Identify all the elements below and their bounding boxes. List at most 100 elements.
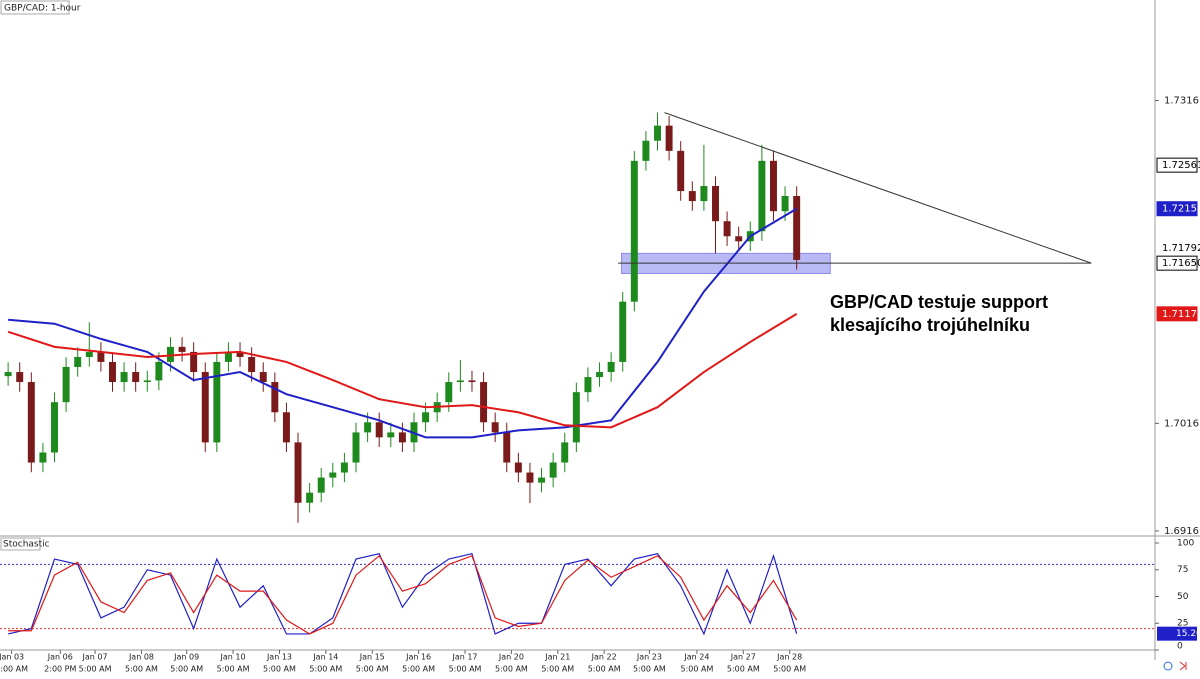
- indicator-box: [0, 537, 41, 551]
- x-tick-label: Jan 21: [544, 653, 570, 662]
- x-tick-label: Jan 20: [498, 653, 524, 662]
- x-tick-time: 5:00 AM: [495, 665, 528, 674]
- candle-body: [642, 140, 650, 161]
- candle-body: [561, 442, 569, 463]
- candle-body: [375, 422, 383, 438]
- price-badge: [1156, 157, 1198, 173]
- candle-body: [74, 356, 82, 367]
- candle-body: [630, 160, 638, 302]
- price-badge-label: 1.71179: [1162, 309, 1200, 320]
- stochastic-line: [7, 552, 798, 636]
- candle-body: [572, 392, 580, 443]
- candle-body: [514, 462, 522, 473]
- candle-body: [62, 366, 70, 403]
- candle-body: [793, 196, 801, 260]
- x-tick-time: 5:00 AM: [125, 665, 158, 674]
- x-tick-label: Jan 22: [591, 653, 617, 662]
- candle-body: [155, 361, 163, 381]
- x-tick-label: Jan 03: [0, 653, 24, 662]
- candle-body: [526, 472, 534, 483]
- x-tick-label: Jan 07: [82, 653, 108, 662]
- x-tick-label: Jan 10: [220, 653, 246, 662]
- price-badge-label: 1.71650: [1162, 258, 1200, 269]
- candle-body: [306, 492, 314, 503]
- candle-body: [97, 351, 105, 362]
- price-badge: [1156, 240, 1198, 256]
- candle-body: [538, 477, 546, 483]
- candle-body: [607, 361, 615, 373]
- candle-body: [109, 361, 116, 383]
- x-tick-time: 5:00 AM: [309, 665, 342, 674]
- candle-body: [364, 422, 372, 433]
- price-badge-label: 1.72156: [1162, 204, 1200, 215]
- candle-body: [224, 351, 232, 362]
- annotation-text: klesajícího trojúhelníku: [830, 315, 1030, 335]
- candle-body: [422, 412, 430, 423]
- candle-body: [259, 372, 267, 383]
- moving-average: [8, 207, 798, 439]
- x-tick-time: 5:00 AM: [402, 665, 435, 674]
- toolbar-icons[interactable]: [1163, 661, 1187, 671]
- candle-body: [178, 346, 186, 352]
- candle-body: [770, 160, 777, 212]
- candle-body: [781, 196, 789, 212]
- x-tick-time: 5:00 AM: [588, 665, 621, 674]
- candle-body: [584, 377, 592, 393]
- x-tick-time: 2:00 PM: [44, 665, 76, 674]
- candle-body: [468, 380, 476, 383]
- annotation-text: GBP/CAD testuje support: [830, 292, 1048, 312]
- price-badge: [1156, 306, 1198, 322]
- y-tick-label: 50: [1177, 592, 1189, 602]
- title-box: [0, 0, 70, 15]
- candle-body: [619, 301, 627, 362]
- candle-body: [503, 432, 511, 463]
- candle-body: [340, 462, 348, 473]
- indicator-title: Stochastic: [3, 540, 50, 550]
- candle-body: [201, 372, 209, 443]
- price-badge: [1156, 201, 1198, 217]
- candle-body: [166, 346, 174, 362]
- x-tick-time: 5:00 AM: [170, 665, 203, 674]
- x-tick-label: Jan 27: [730, 653, 756, 662]
- candle-body: [387, 432, 395, 438]
- stochastic-line: [8, 554, 798, 635]
- candle-body: [700, 186, 708, 202]
- x-tick-time: 5:00 AM: [263, 665, 296, 674]
- candle-body: [143, 380, 151, 383]
- goto-icon[interactable]: [1179, 661, 1187, 671]
- candle-body: [549, 462, 557, 478]
- candle-body: [677, 150, 685, 192]
- x-tick-label: Jan 13: [266, 653, 292, 662]
- x-tick-label: Jan 23: [636, 653, 662, 662]
- candle-body: [16, 372, 24, 383]
- trendline: [664, 112, 1092, 264]
- candle-body: [4, 372, 12, 377]
- candle-body: [271, 382, 279, 413]
- x-tick-time: 5:00 AM: [217, 665, 250, 674]
- y-tick-label: 100: [1177, 538, 1194, 548]
- y-tick-label: 1.73161: [1164, 96, 1200, 107]
- candle-body: [236, 351, 244, 357]
- candle-body: [480, 382, 488, 423]
- candle-body: [51, 402, 58, 453]
- price-badge: [1156, 255, 1198, 271]
- candle-body: [735, 236, 743, 242]
- candle-body: [248, 356, 256, 373]
- candle-body: [654, 125, 661, 141]
- x-tick-label: Jan 17: [451, 653, 477, 662]
- candle-body: [688, 191, 696, 202]
- link-icon[interactable]: [1163, 661, 1173, 671]
- candle-body: [329, 472, 337, 478]
- x-tick-time: 5:00 AM: [773, 665, 806, 674]
- value-badge-label: 15.26: [1176, 629, 1200, 639]
- candle-body: [132, 372, 140, 383]
- x-tick-time: 5:00 AM: [79, 665, 112, 674]
- y-tick-label: 25: [1177, 619, 1188, 629]
- candle-body: [120, 372, 128, 383]
- x-tick-time: 5:00 AM: [541, 665, 574, 674]
- x-tick-time: 5:00 AM: [449, 665, 482, 674]
